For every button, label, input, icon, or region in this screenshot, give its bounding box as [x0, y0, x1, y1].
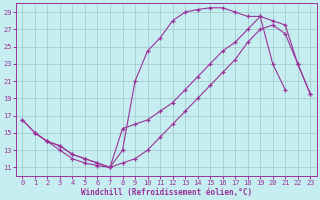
X-axis label: Windchill (Refroidissement éolien,°C): Windchill (Refroidissement éolien,°C) — [81, 188, 252, 197]
